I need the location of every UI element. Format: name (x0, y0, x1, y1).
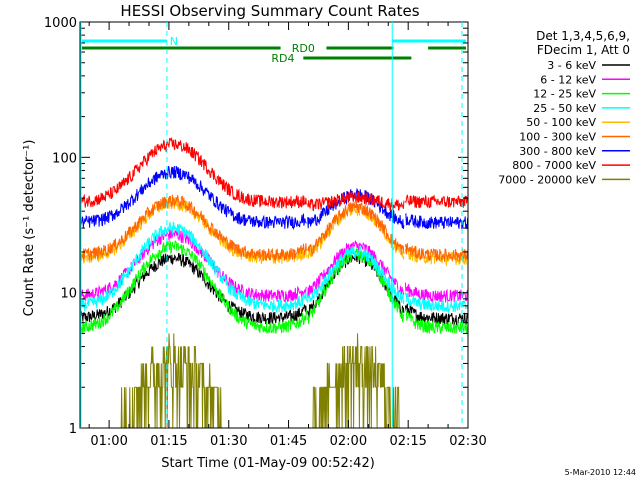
x-tick-label-4: 01:45 (270, 434, 307, 449)
series-8-line-seg-3 (404, 194, 468, 209)
x-tick-label-7: 02:30 (449, 434, 486, 449)
legend-label-6: 100 - 300 keV (519, 131, 596, 144)
legend-label-1: 3 - 6 keV (547, 59, 596, 72)
y-tick-label-1: 1 (69, 422, 77, 437)
series-8 (80, 136, 468, 212)
series-6-line-seg-1 (80, 194, 307, 262)
series-4-line-seg-1 (80, 220, 307, 314)
y-axis: 1 10 100 1000 (44, 16, 468, 437)
y-tick-label-4: 1000 (44, 16, 77, 31)
x-tick-label-2: 01:15 (150, 434, 187, 449)
series-6-line-seg-3 (404, 243, 468, 263)
legend-header-1: Det 1,3,4,5,6,9, (536, 29, 630, 43)
legend: Det 1,3,4,5,6,9, FDecim 1, Att 0 3 - 6 k… (498, 29, 630, 186)
series-7-line-seg-3 (405, 212, 468, 230)
chart-title: HESSI Observing Summary Count Rates (120, 2, 419, 20)
x-tick-label-1: 01:00 (90, 434, 127, 449)
series-7-line-seg-1 (80, 165, 307, 231)
series-1-line-seg-1 (80, 252, 307, 325)
series-8-line-seg-2 (307, 191, 405, 212)
rd0-label: RD0 (292, 42, 315, 55)
series-6 (80, 194, 468, 263)
rd4-label: RD4 (271, 52, 294, 65)
y-tick-label-3: 100 (52, 151, 77, 166)
series-4-line-seg-3 (404, 291, 468, 313)
series-4 (80, 220, 468, 314)
series-9-line-seg-2 (307, 333, 404, 428)
x-tick-label-5: 02:00 (330, 434, 367, 449)
legend-label-3: 12 - 25 keV (533, 88, 596, 101)
n-label: N (170, 35, 178, 48)
legend-label-9: 7000 - 20000 keV (498, 173, 596, 186)
series-3-line-seg-3 (404, 309, 468, 334)
x-tick-label-3: 01:30 (210, 434, 247, 449)
legend-label-2: 6 - 12 keV (540, 73, 596, 86)
series-4-line-seg-2 (307, 245, 405, 305)
legend-label-5: 50 - 100 keV (526, 116, 596, 129)
plot-frame (79, 21, 469, 429)
series-2-line-seg-2 (307, 239, 405, 298)
series-6-line-seg-2 (307, 201, 405, 257)
series-3-line-seg-1 (80, 239, 307, 334)
legend-label-8: 800 - 7000 keV (512, 159, 596, 172)
legend-header-2: FDecim 1, Att 0 (537, 43, 630, 57)
series-9 (80, 333, 468, 428)
legend-label-4: 25 - 50 keV (533, 102, 596, 115)
legend-label-7: 300 - 800 keV (519, 145, 596, 158)
x-axis: 01:00 01:15 01:30 01:45 02:00 02:15 02:30 (88, 22, 487, 449)
y-axis-label: Count Rate (s⁻¹ detector⁻¹) (22, 140, 37, 317)
series-9-line-seg-1 (80, 333, 307, 428)
series-2 (80, 228, 468, 304)
y-tick-label-2: 10 (60, 287, 77, 302)
series-8-line-seg-1 (80, 136, 307, 209)
series-2-line-seg-3 (404, 282, 468, 304)
x-tick-label-6: 02:15 (389, 434, 426, 449)
timestamp: 5-Mar-2010 12:44 (565, 468, 636, 477)
x-axis-label: Start Time (01-May-09 00:52:42) (161, 456, 375, 471)
